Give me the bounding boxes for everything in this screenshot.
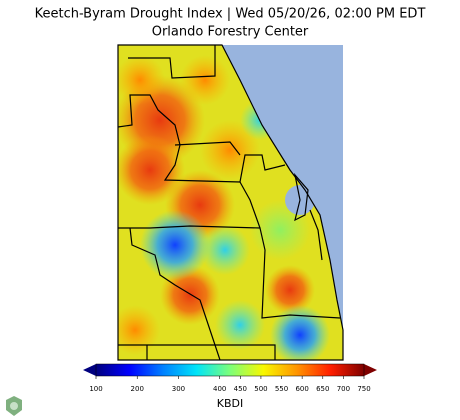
colorbar-tick-label: 200 <box>131 385 144 393</box>
colorbar-tick-label: 300 <box>172 385 185 393</box>
subtitle: Orlando Forestry Center <box>152 25 309 40</box>
colorbar-tick-label: 450 <box>234 385 247 393</box>
colorbar-tick-label: 500 <box>254 385 267 393</box>
colorbar-ramp <box>95 363 365 377</box>
colorbar: 100 200 300 400 450 500 550 600 650 700 750 <box>83 363 377 393</box>
map <box>117 44 344 361</box>
colorbar-tick-label: 550 <box>275 385 288 393</box>
colorbar-tick-label: 100 <box>89 385 102 393</box>
colorbar-tick-label: 700 <box>337 385 350 393</box>
colorbar-extend-high <box>364 364 377 376</box>
colorbar-tick-label: 600 <box>295 385 308 393</box>
title: Keetch-Byram Drought Index | Wed 05/20/2… <box>35 7 426 22</box>
colorbar-tick-label: 400 <box>213 385 226 393</box>
county-lines <box>117 44 344 361</box>
colorbar-tick-label: 750 <box>357 385 370 393</box>
logo <box>6 396 22 416</box>
colorbar-tick-label: 650 <box>316 385 329 393</box>
colorbar-label: KBDI <box>217 397 243 410</box>
colorbar-extend-low <box>83 364 96 376</box>
